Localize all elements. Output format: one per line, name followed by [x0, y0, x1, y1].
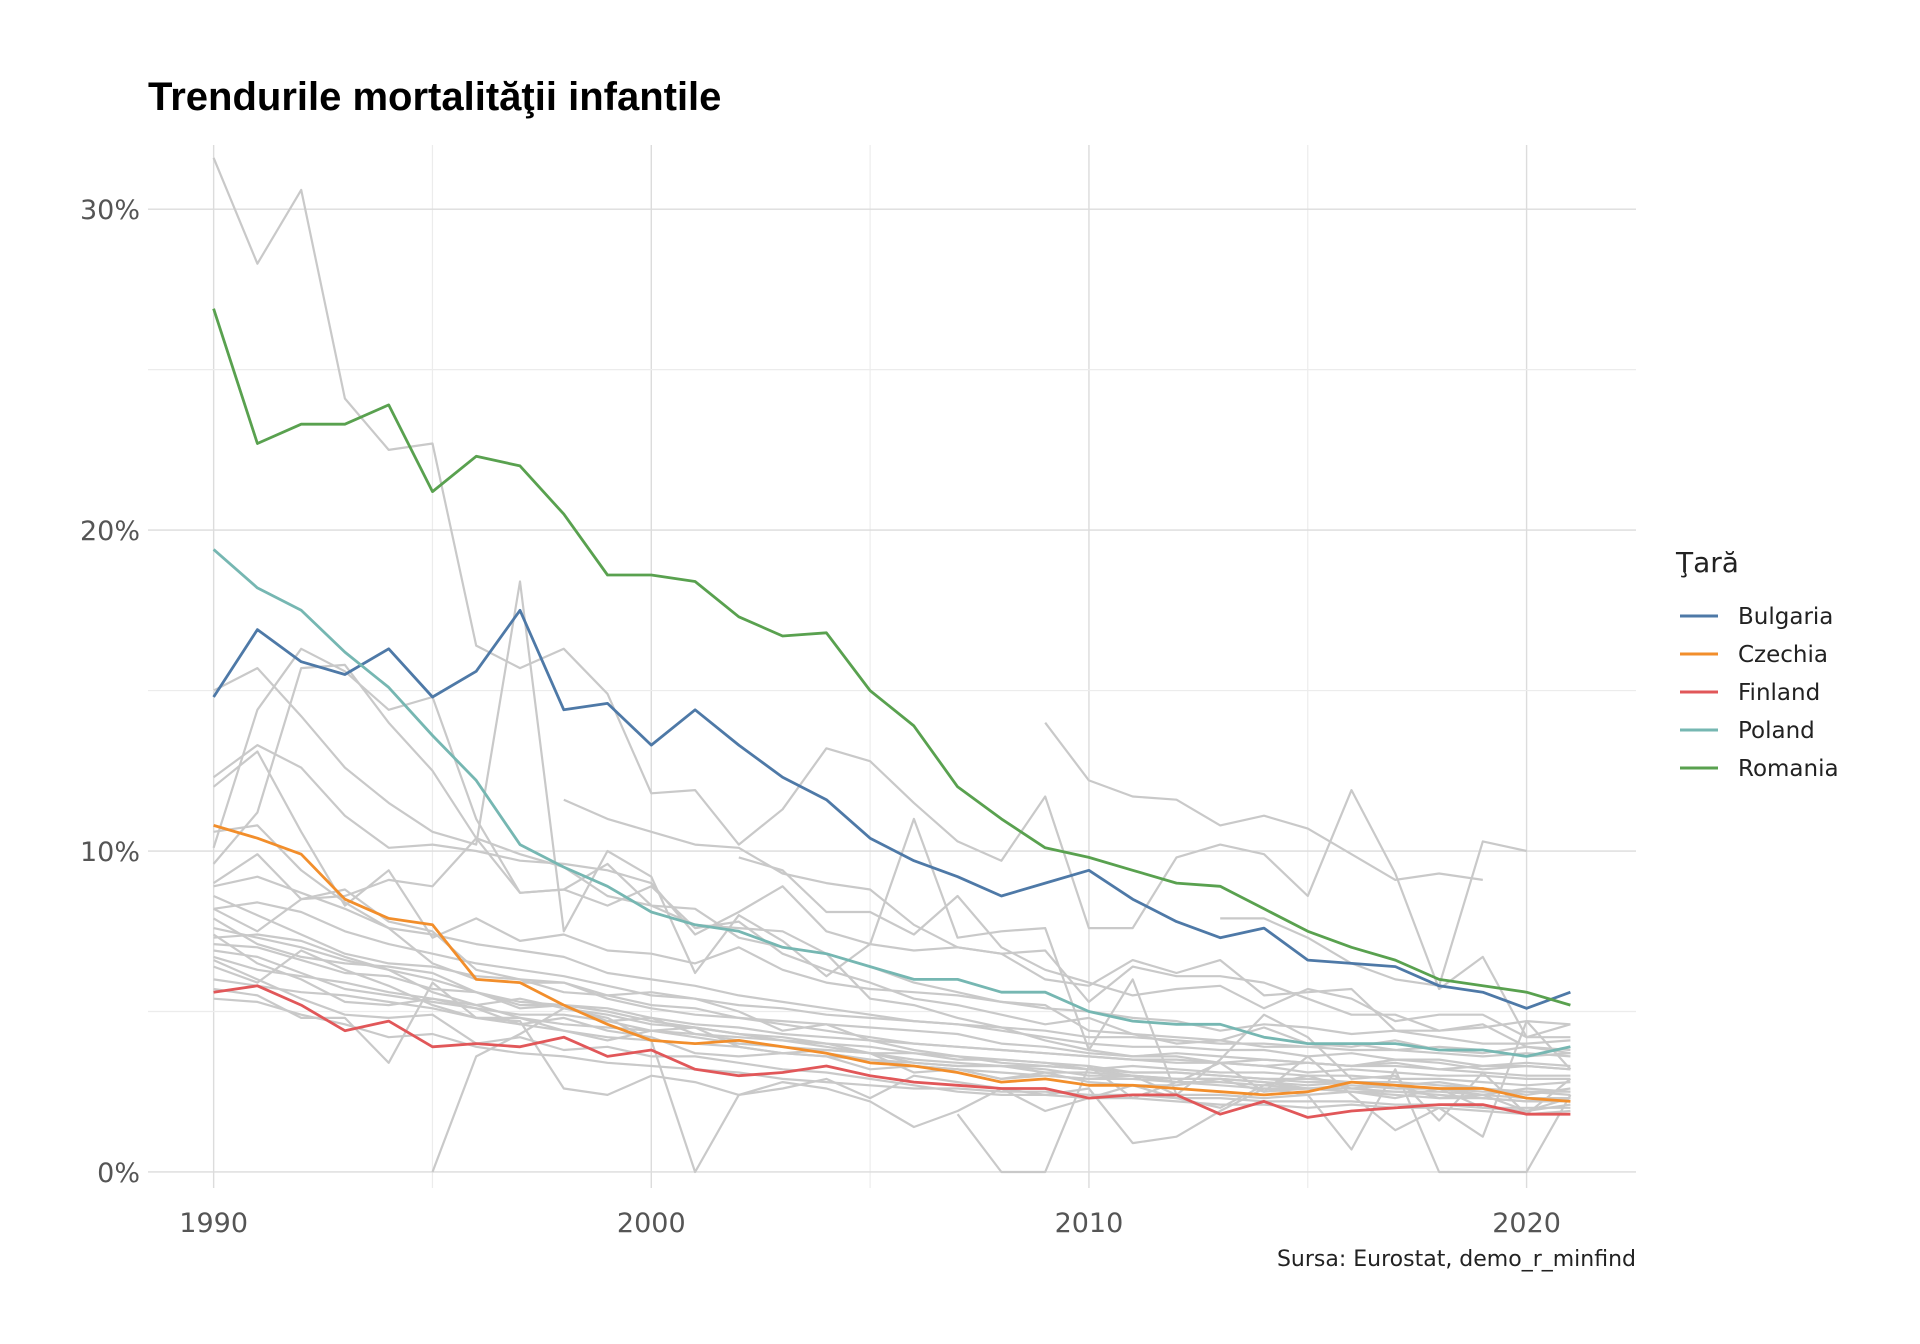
y-tick-label: 30% [80, 195, 140, 226]
y-tick-label: 0% [97, 1158, 140, 1189]
background-series-line [738, 856, 1571, 1039]
background-series-line [563, 798, 1571, 1055]
background-series-line [212, 744, 1571, 1032]
background-series-line [213, 959, 1571, 1116]
background-series-line [431, 1007, 1572, 1174]
x-tick-label: 2010 [1055, 1208, 1124, 1239]
background-series-line [956, 1020, 1572, 1174]
legend-label: Finland [1738, 680, 1820, 706]
chart-title: Trendurile mortalităţii infantile [148, 75, 721, 119]
legend-label: Czechia [1738, 642, 1828, 668]
series-line-bulgaria [212, 608, 1571, 1010]
series-line-czechia [213, 824, 1571, 1103]
highlighted-series-lines [212, 308, 1571, 1119]
background-series-line [213, 875, 1571, 1080]
series-line-finland [213, 984, 1571, 1119]
legend-label: Bulgaria [1738, 604, 1833, 630]
grid [148, 145, 1636, 1188]
y-tick-label: 20% [80, 516, 140, 547]
background-series-line [213, 580, 1572, 1122]
y-axis-ticks: 0% 10% 20% 30% [80, 195, 140, 1189]
background-series-line [1044, 722, 1483, 881]
background-series-line [213, 901, 1571, 1058]
legend-label: Romania [1738, 756, 1839, 782]
series-line-poland [212, 548, 1571, 1058]
chart-caption: Sursa: Eurostat, demo_r_minfind [1277, 1247, 1636, 1272]
x-tick-label: 2020 [1492, 1208, 1561, 1239]
legend-title: Ţară [1675, 546, 1739, 579]
legend-label: Poland [1738, 718, 1815, 744]
background-series-line [1220, 840, 1527, 987]
legend: Ţară Bulgaria Czechia Finland Poland Romania [1675, 546, 1839, 782]
x-tick-label: 1990 [179, 1208, 248, 1239]
background-series-line [213, 949, 1571, 1113]
background-series-line [213, 933, 1571, 1087]
background-series-line [213, 997, 1571, 1109]
background-series-line [212, 157, 1571, 1039]
x-axis-ticks: 1990 2000 2010 2020 [179, 1208, 1561, 1239]
y-tick-label: 10% [80, 837, 140, 868]
background-series-lines [212, 157, 1572, 1174]
x-tick-label: 2000 [617, 1208, 686, 1239]
series-line-romania [212, 308, 1571, 1007]
background-series-line [213, 894, 1571, 1071]
